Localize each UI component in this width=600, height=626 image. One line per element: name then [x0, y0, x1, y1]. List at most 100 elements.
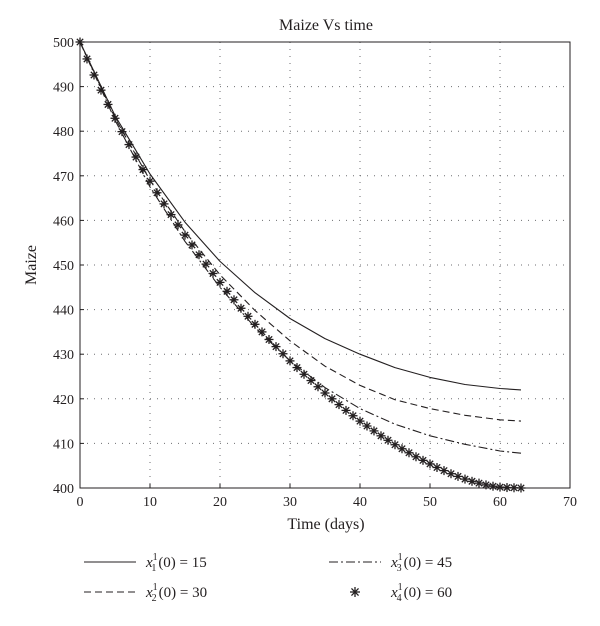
- x-axis: 0 10 20 30 40 50 60 70: [77, 484, 577, 510]
- data-point: [418, 455, 428, 465]
- data-point: [404, 448, 414, 458]
- y-tick-label: 400: [53, 482, 74, 497]
- data-point: [467, 476, 477, 486]
- grid: [80, 42, 570, 488]
- data-point: [159, 199, 169, 209]
- data-point: [257, 327, 267, 337]
- data-point: [138, 165, 148, 175]
- data-point: [96, 85, 106, 95]
- x-tick-label: 0: [77, 495, 84, 510]
- legend-label: x1 2 (0) = 30: [145, 582, 207, 604]
- series-line: [79, 41, 522, 454]
- legend: x1 1 (0) = 15 x1 2 (0) = 30 x1 3 (0) = 45 x1 4 (0) …: [84, 552, 452, 604]
- data-point: [103, 99, 113, 109]
- data-point: [432, 462, 442, 472]
- data-point: [362, 421, 372, 431]
- data-point: [446, 469, 456, 479]
- data-point: [201, 259, 211, 269]
- data-point: [131, 152, 141, 162]
- legend-item-2: x1 2 (0) = 30: [84, 582, 207, 604]
- data-point: [222, 286, 232, 296]
- series-line: [79, 41, 522, 422]
- x-axis-label: Time (days): [287, 516, 364, 533]
- data-point: [453, 471, 463, 481]
- legend-label: x1 1 (0) = 15: [145, 552, 207, 574]
- series-3: [79, 41, 522, 454]
- data-point: [348, 411, 358, 421]
- y-axis: 400 410 420 430 440 450 460 470 480 490 500: [53, 36, 84, 497]
- data-point: [488, 481, 498, 491]
- x-tick-label: 20: [213, 495, 227, 510]
- data-point: [145, 176, 155, 186]
- data-point: [439, 466, 449, 476]
- y-tick-label: 450: [53, 259, 74, 274]
- data-point: [166, 210, 176, 220]
- data-point: [278, 349, 288, 359]
- data-point: [299, 369, 309, 379]
- y-tick-label: 420: [53, 393, 74, 408]
- data-point: [229, 295, 239, 305]
- data-point: [327, 394, 337, 404]
- data-point: [369, 426, 379, 436]
- data-point: [285, 356, 295, 366]
- legend-marker: [350, 587, 360, 597]
- y-tick-label: 500: [53, 36, 74, 51]
- x-tick-label: 30: [283, 495, 297, 510]
- y-tick-label: 470: [53, 170, 74, 185]
- y-tick-label: 460: [53, 214, 74, 229]
- data-point: [89, 70, 99, 80]
- data-point: [306, 376, 316, 386]
- series-line: [79, 41, 522, 391]
- series-4: [75, 37, 526, 493]
- y-tick-label: 440: [53, 304, 74, 319]
- data-point: [124, 140, 134, 150]
- data-point: [110, 113, 120, 123]
- x-tick-label: 70: [563, 495, 577, 510]
- data-point: [313, 382, 323, 392]
- legend-label: x1 4 (0) = 60: [390, 582, 452, 604]
- legend-item-3: x1 3 (0) = 45: [329, 552, 452, 574]
- x-tick-label: 60: [493, 495, 507, 510]
- series-2: [79, 41, 522, 422]
- legend-item-1: x1 1 (0) = 15: [84, 552, 207, 574]
- data-point: [271, 342, 281, 352]
- series-layer: [75, 37, 526, 493]
- y-tick-label: 430: [53, 348, 74, 363]
- chart-title: Maize Vs time: [279, 17, 373, 34]
- data-point: [117, 127, 127, 137]
- data-point: [194, 250, 204, 260]
- data-point: [390, 440, 400, 450]
- data-point: [320, 388, 330, 398]
- data-point: [173, 220, 183, 230]
- data-point: [292, 363, 302, 373]
- data-point: [152, 188, 162, 198]
- data-point: [187, 240, 197, 250]
- y-tick-label: 480: [53, 125, 74, 140]
- data-point: [243, 311, 253, 321]
- y-tick-label: 490: [53, 81, 74, 96]
- y-axis-label: Maize: [23, 245, 40, 285]
- data-point: [474, 478, 484, 488]
- data-point: [355, 416, 365, 426]
- data-point: [376, 431, 386, 441]
- data-point: [236, 303, 246, 313]
- data-point: [397, 444, 407, 454]
- x-tick-label: 40: [353, 495, 367, 510]
- data-point: [82, 54, 92, 64]
- data-point: [341, 405, 351, 415]
- x-tick-label: 10: [143, 495, 157, 510]
- data-point: [180, 230, 190, 240]
- data-point: [334, 400, 344, 410]
- y-tick-label: 410: [53, 437, 74, 452]
- data-point: [383, 435, 393, 445]
- data-point: [425, 459, 435, 469]
- x-tick-label: 50: [423, 495, 437, 510]
- series-1: [79, 41, 522, 391]
- data-point: [250, 319, 260, 329]
- data-point: [264, 334, 274, 344]
- legend-item-4: x1 4 (0) = 60: [350, 582, 452, 604]
- data-point: [208, 268, 218, 278]
- legend-label: x1 3 (0) = 45: [390, 552, 452, 574]
- data-point: [460, 474, 470, 484]
